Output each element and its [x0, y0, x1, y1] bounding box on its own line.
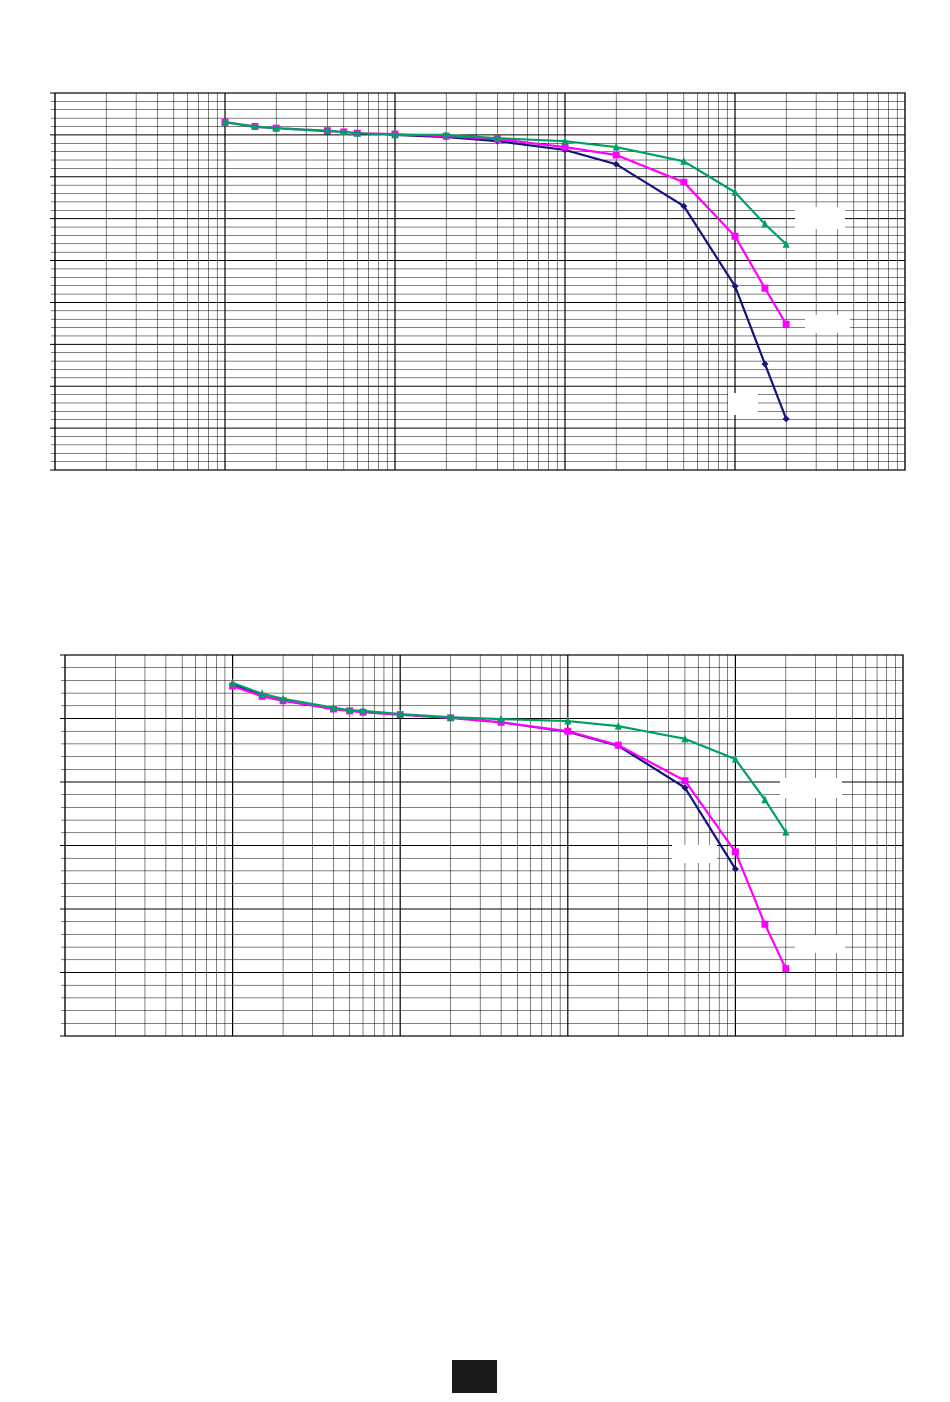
- marker: [330, 703, 338, 712]
- marker: [391, 130, 399, 139]
- marker: [447, 712, 455, 721]
- series-label-box: [672, 845, 717, 863]
- marker: [564, 716, 572, 725]
- page-number-box: [452, 1360, 497, 1393]
- marker: [761, 920, 769, 928]
- marker: [442, 130, 450, 139]
- marker: [761, 360, 769, 368]
- marker: [731, 187, 739, 196]
- marker: [782, 415, 790, 423]
- marker: [680, 156, 688, 165]
- plot-frame: [54, 92, 906, 471]
- marker: [497, 714, 505, 723]
- marker: [731, 865, 739, 873]
- marker: [612, 142, 620, 151]
- marker: [359, 706, 367, 715]
- marker: [340, 127, 348, 136]
- series-label-box: [780, 778, 842, 798]
- marker: [731, 232, 739, 240]
- series-line: [232, 685, 787, 970]
- marker: [251, 122, 259, 131]
- series-label-box: [795, 935, 845, 953]
- marker: [612, 151, 620, 159]
- marker: [564, 727, 572, 735]
- marker: [681, 784, 689, 792]
- marker: [782, 827, 790, 836]
- series-line: [232, 683, 737, 870]
- series-line: [232, 681, 787, 833]
- marker: [680, 202, 688, 210]
- marker: [782, 320, 790, 328]
- marker: [612, 160, 620, 168]
- plot-frame: [64, 654, 904, 1037]
- marker: [761, 284, 769, 292]
- marker: [561, 136, 569, 145]
- marker: [614, 741, 622, 749]
- marker: [731, 848, 739, 856]
- marker: [731, 754, 739, 763]
- marker: [346, 705, 354, 714]
- marker: [782, 965, 790, 973]
- marker: [279, 694, 287, 703]
- marker: [681, 734, 689, 743]
- marker: [272, 123, 280, 132]
- series-label-box: [728, 393, 758, 415]
- marker: [731, 282, 739, 290]
- marker: [258, 689, 266, 698]
- series-label-box: [795, 207, 845, 229]
- marker: [614, 721, 622, 730]
- marker: [561, 143, 569, 151]
- marker: [323, 126, 331, 135]
- marker: [761, 795, 769, 804]
- series-line: [224, 120, 788, 420]
- marker: [493, 133, 501, 142]
- marker: [681, 777, 689, 785]
- marker: [396, 709, 404, 718]
- series-label-box: [805, 315, 850, 333]
- marker: [229, 678, 237, 687]
- marker: [761, 219, 769, 228]
- marker: [221, 117, 229, 126]
- marker: [782, 239, 790, 248]
- marker: [680, 178, 688, 186]
- marker: [353, 128, 361, 137]
